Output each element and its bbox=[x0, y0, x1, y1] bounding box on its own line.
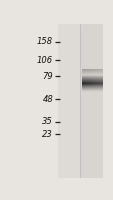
Bar bbox=[81, 24, 102, 178]
Text: 106: 106 bbox=[37, 56, 53, 65]
Text: 79: 79 bbox=[42, 72, 53, 81]
Text: 35: 35 bbox=[42, 117, 53, 126]
Text: 23: 23 bbox=[42, 130, 53, 139]
Text: 158: 158 bbox=[37, 37, 53, 46]
Bar bbox=[58, 24, 79, 178]
Text: 48: 48 bbox=[42, 95, 53, 104]
